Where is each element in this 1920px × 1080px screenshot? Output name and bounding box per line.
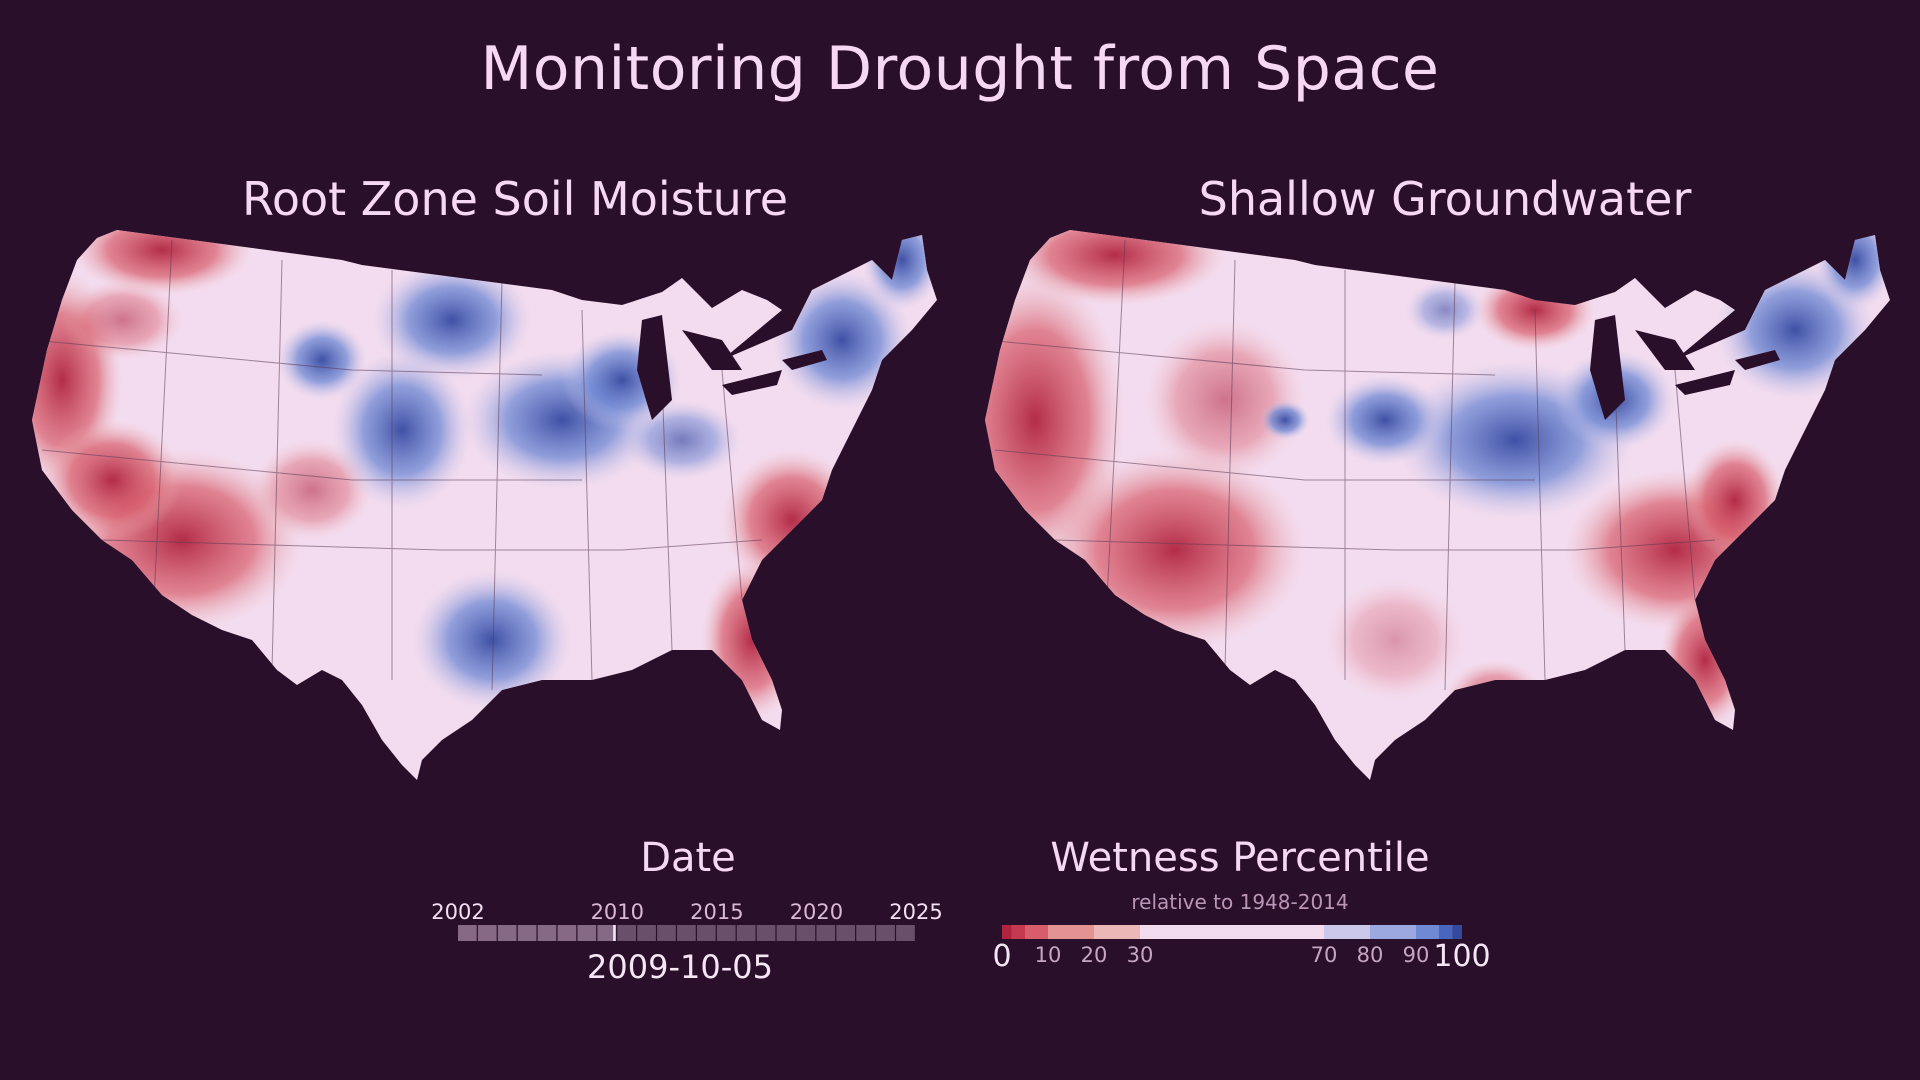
legend-class-2-5 bbox=[1011, 925, 1025, 939]
legend-class-80-90 bbox=[1370, 925, 1416, 939]
legend-heading: Wetness Percentile bbox=[1050, 835, 1430, 881]
timeline-segment bbox=[617, 925, 637, 941]
legend-class-20-30 bbox=[1094, 925, 1140, 939]
timeline-segment bbox=[517, 925, 537, 941]
year-tick-2002: 2002 bbox=[431, 900, 485, 924]
soil-moisture-map bbox=[32, 230, 937, 780]
legend-class-0-2 bbox=[1002, 925, 1012, 939]
timeline-segment bbox=[816, 925, 836, 941]
timeline-segment bbox=[477, 925, 497, 941]
year-tick-2025: 2025 bbox=[889, 900, 943, 924]
timeline-segment bbox=[577, 925, 597, 941]
year-tick-2020: 2020 bbox=[789, 900, 844, 924]
timeline-segment bbox=[537, 925, 557, 941]
timeline-segment bbox=[657, 925, 676, 941]
page-title: Monitoring Drought from Space bbox=[480, 34, 1440, 104]
timeline-segment bbox=[876, 925, 895, 941]
legend-class-10-20 bbox=[1048, 925, 1094, 939]
timeline-segment bbox=[716, 925, 736, 941]
legend-tick-100: 100 bbox=[1433, 939, 1491, 974]
legend-class-30-70 bbox=[1140, 925, 1324, 939]
legend-tick-30: 30 bbox=[1126, 943, 1154, 967]
date-timeline: Date 2002 2010 2015 2020 2025 2009-10-05 bbox=[431, 835, 950, 995]
timeline-segment bbox=[776, 925, 796, 941]
timeline-segment bbox=[557, 925, 577, 941]
timeline-segment bbox=[736, 925, 756, 941]
timeline-segment bbox=[696, 925, 716, 941]
legend-tick-0: 0 bbox=[992, 939, 1012, 974]
timeline-segment bbox=[796, 925, 816, 941]
legend-class-5-10 bbox=[1025, 925, 1048, 939]
legend-color-scale bbox=[1002, 925, 1462, 939]
legend-tick-90: 90 bbox=[1402, 943, 1430, 967]
legend-tick-70: 70 bbox=[1310, 943, 1338, 967]
legend-tick-20: 20 bbox=[1080, 943, 1108, 967]
legend-subtitle: relative to 1948-2014 bbox=[1131, 890, 1349, 914]
legend-class-70-80 bbox=[1324, 925, 1370, 939]
groundwater-map bbox=[985, 230, 1890, 780]
timeline-segment bbox=[756, 925, 776, 941]
timeline-bar[interactable] bbox=[458, 925, 916, 941]
legend-tick-80: 80 bbox=[1356, 943, 1384, 967]
timeline-current-marker bbox=[613, 925, 616, 941]
year-tick-2015: 2015 bbox=[690, 900, 744, 924]
timeline-segment bbox=[497, 925, 517, 941]
timeline-segment bbox=[836, 925, 856, 941]
timeline-segment bbox=[597, 925, 617, 941]
legend-tick-10: 10 bbox=[1034, 943, 1062, 967]
legend-class-90-95 bbox=[1416, 925, 1439, 939]
timeline-segment bbox=[677, 925, 696, 941]
date-heading: Date bbox=[640, 835, 736, 881]
legend-class-98-100 bbox=[1452, 925, 1462, 939]
timeline-segment bbox=[458, 925, 477, 941]
right-map-title: Shallow Groundwater bbox=[1198, 172, 1692, 226]
left-map-title: Root Zone Soil Moisture bbox=[241, 172, 789, 226]
current-date-label: 2009-10-05 bbox=[587, 948, 773, 986]
timeline-segment bbox=[896, 925, 915, 941]
wetness-legend: Wetness Percentile relative to 1948-2014… bbox=[990, 835, 1510, 995]
year-tick-2010: 2010 bbox=[590, 900, 645, 924]
legend-class-95-98 bbox=[1439, 925, 1453, 939]
timeline-segment bbox=[637, 925, 656, 941]
timeline-segment bbox=[856, 925, 875, 941]
